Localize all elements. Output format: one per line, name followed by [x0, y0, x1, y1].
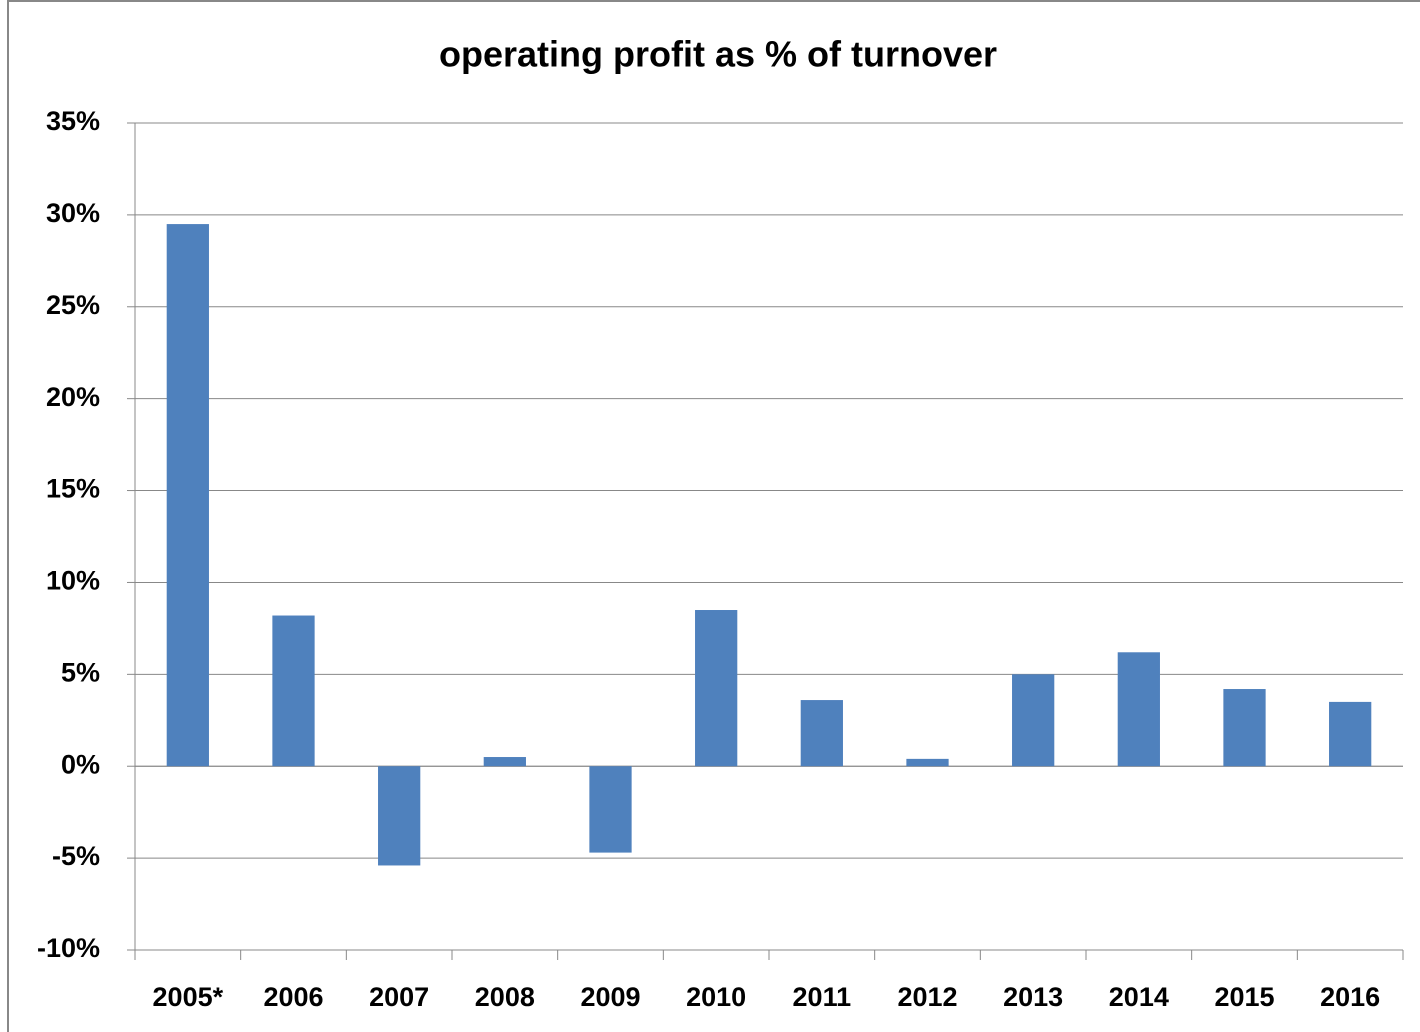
y-tick-label: -5% — [52, 841, 100, 871]
bar — [166, 224, 209, 767]
chart-title: operating profit as % of turnover — [439, 34, 997, 75]
x-tick-label: 2016 — [1320, 982, 1380, 1012]
chart-frame — [7, 0, 1420, 1032]
x-tick-label: 2015 — [1214, 982, 1274, 1012]
x-tick-label: 2014 — [1109, 982, 1169, 1012]
x-tick-label: 2013 — [1003, 982, 1063, 1012]
x-tick-label: 2010 — [686, 982, 746, 1012]
bar — [695, 610, 738, 767]
y-tick-label: 15% — [46, 474, 100, 504]
y-tick-label: 0% — [61, 749, 100, 779]
y-tick-label: 5% — [61, 657, 100, 687]
bar — [1117, 652, 1160, 767]
bar — [483, 757, 526, 767]
y-tick-label: 30% — [46, 198, 100, 228]
bar — [589, 766, 632, 853]
x-tick-label: 2011 — [793, 982, 852, 1012]
bar — [800, 700, 843, 767]
y-tick-label: 25% — [46, 290, 100, 320]
bar — [378, 766, 421, 866]
y-tick-label: 20% — [46, 382, 100, 412]
x-tick-label: 2007 — [369, 982, 429, 1012]
bar — [272, 615, 315, 767]
x-tick-label: 2012 — [897, 982, 957, 1012]
bar — [1012, 674, 1055, 767]
x-tick-label: 2009 — [580, 982, 640, 1012]
y-tick-label: 35% — [46, 106, 100, 136]
bar — [906, 758, 949, 767]
x-tick-label: 2006 — [263, 982, 323, 1012]
x-tick-label: 2005* — [153, 982, 224, 1012]
x-tick-label: 2008 — [475, 982, 535, 1012]
bar — [1329, 701, 1372, 767]
y-tick-label: 10% — [46, 566, 100, 596]
bar — [1223, 689, 1266, 767]
y-tick-label: -10% — [37, 933, 100, 963]
